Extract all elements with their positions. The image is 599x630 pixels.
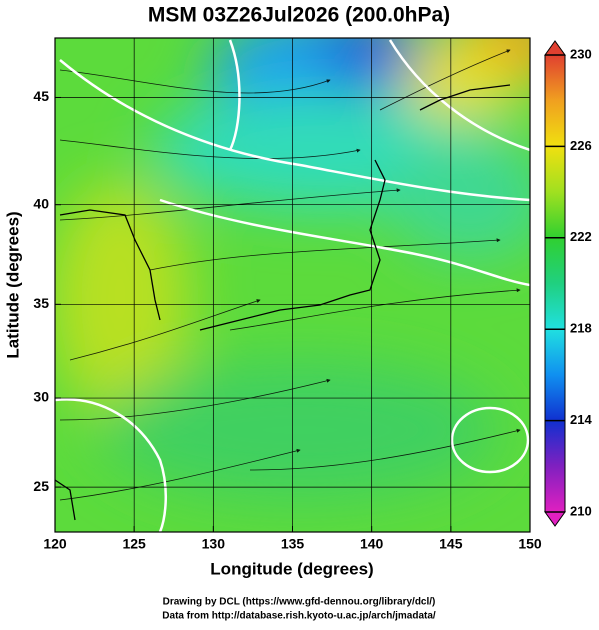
x-axis-label: Longitude (degrees) (210, 559, 373, 578)
footer-line: Drawing by DCL (https://www.gfd-dennou.o… (163, 597, 436, 608)
colorbar-tick-label: 226 (570, 138, 592, 153)
y-tick-label: 25 (33, 478, 49, 494)
x-tick-label: 135 (281, 536, 305, 552)
colorbar-tick-label: 230 (570, 46, 592, 61)
colorbar-tick-label: 222 (570, 229, 592, 244)
field (55, 38, 530, 532)
x-tick-label: 150 (518, 536, 542, 552)
y-tick-label: 40 (33, 195, 49, 211)
x-tick-label: 140 (360, 536, 384, 552)
colorbar-extend (544, 40, 566, 56)
y-axis-label: Latitude (degrees) (3, 211, 22, 358)
colorbar (544, 54, 566, 513)
y-tick-label: 35 (33, 295, 49, 311)
title: MSM 03Z26Jul2026 (200.0hPa) (148, 4, 450, 27)
colorbar-extend (544, 511, 566, 527)
y-tick-label: 45 (33, 88, 49, 104)
x-tick-label: 145 (439, 536, 463, 552)
footer-line: Data from http://database.rish.kyoto-u.a… (162, 611, 436, 622)
x-tick-label: 130 (202, 536, 226, 552)
x-tick-label: 120 (43, 536, 67, 552)
x-tick-label: 125 (122, 536, 146, 552)
colorbar-tick-label: 218 (570, 321, 592, 336)
colorbar-tick-label: 210 (570, 503, 592, 518)
colorbar-tick-label: 214 (570, 412, 592, 427)
y-tick-label: 30 (33, 389, 49, 405)
